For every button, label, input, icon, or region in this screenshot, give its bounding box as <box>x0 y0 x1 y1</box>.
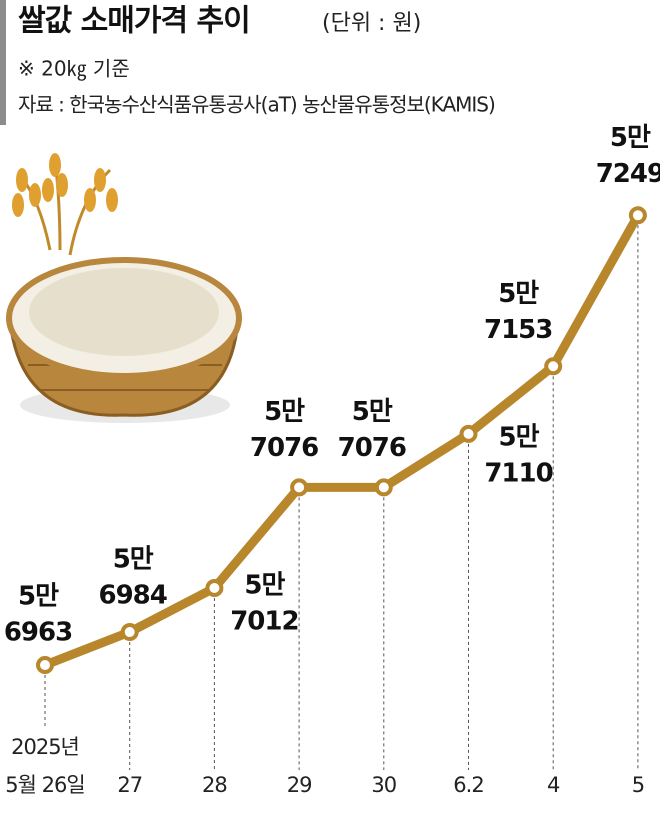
x-tick-label: 28 <box>202 773 227 797</box>
value-label: 5만 <box>498 422 539 452</box>
header-bar <box>0 0 6 125</box>
source: 자료 : 한국농수산식품유통공사(aT) 농산물유통정보(KAMIS) <box>18 93 495 117</box>
x-tick-label: 29 <box>287 773 312 797</box>
data-point <box>544 357 563 376</box>
x-tick-label: 6.2 <box>453 773 483 797</box>
data-point <box>205 579 224 597</box>
value-label: 5만 <box>498 279 539 309</box>
value-label: 7012 <box>230 607 298 637</box>
value-label: 5만 <box>18 582 59 612</box>
value-label: 7076 <box>250 433 318 463</box>
x-tick-label: 5 <box>632 773 644 797</box>
value-label: 7249 <box>596 159 660 189</box>
data-point <box>459 424 478 443</box>
subtitle: ※ 20㎏ 기준 <box>18 57 130 81</box>
value-label: 6963 <box>4 618 72 648</box>
x-tick-label: 5월 26일 <box>5 773 84 797</box>
x-tick-label: 27 <box>117 773 142 797</box>
unit-label: (단위 : 원) <box>322 11 421 36</box>
value-label: 5만 <box>113 545 154 575</box>
x-tick-label: 4 <box>547 773 560 797</box>
rice-illustration <box>6 153 242 423</box>
value-label: 7110 <box>484 458 552 488</box>
x-tick-label: 30 <box>371 773 396 797</box>
data-point <box>36 656 54 675</box>
chart-title: 쌀값 소매가격 추이 <box>18 4 250 39</box>
value-label: 5만 <box>610 123 651 153</box>
data-point <box>290 478 309 497</box>
price-line <box>43 213 642 670</box>
data-point <box>374 478 393 497</box>
value-label: 7076 <box>338 433 406 463</box>
data-point <box>628 206 647 225</box>
value-label: 7153 <box>484 315 552 345</box>
year-label: 2025년 <box>11 735 79 759</box>
value-label: 5만 <box>352 397 393 427</box>
value-label: 5만 <box>264 397 305 427</box>
value-label: 5만 <box>244 571 285 601</box>
data-point <box>120 623 139 642</box>
value-label: 6984 <box>99 581 167 611</box>
